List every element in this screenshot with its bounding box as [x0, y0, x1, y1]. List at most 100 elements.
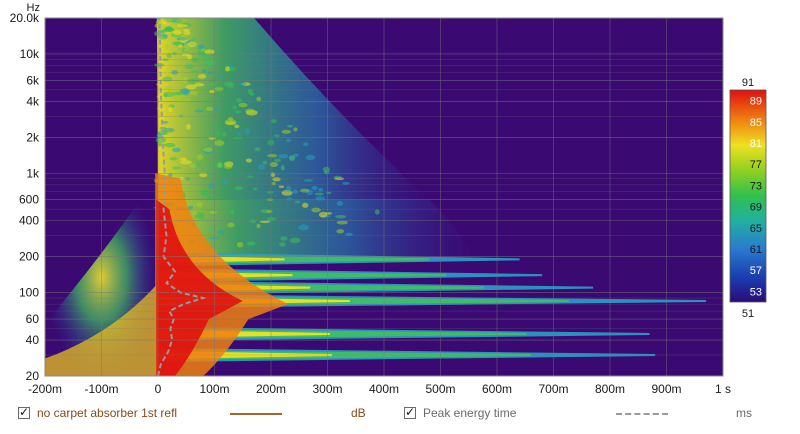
decay-speckle	[246, 241, 256, 246]
decay-speckle	[273, 158, 282, 163]
decay-speckle	[286, 138, 291, 143]
early-energy-red	[156, 199, 243, 376]
x-tick-label: 400m	[369, 382, 399, 396]
decay-speckle	[266, 209, 273, 213]
x-tick-label: 300m	[312, 382, 342, 396]
y-tick-label: 200	[19, 250, 39, 264]
decay-speckle	[172, 30, 182, 36]
decay-speckle	[176, 37, 188, 41]
decay-speckle	[267, 216, 277, 222]
decay-speckle	[208, 62, 213, 67]
x-tick-label: -100m	[84, 382, 118, 396]
y-tick-label: 20	[26, 369, 40, 383]
decay-speckle	[161, 120, 169, 124]
high-frequency-decay	[156, 18, 430, 200]
series-1-checkbox[interactable]	[18, 405, 30, 419]
colorbar-gradient	[729, 89, 767, 303]
decay-speckle	[189, 90, 198, 96]
decay-speckle	[154, 63, 165, 67]
decay-speckle	[163, 91, 175, 97]
series-2-label: Peak energy time	[423, 406, 517, 420]
decay-speckle	[229, 209, 235, 214]
decay-speckle	[164, 27, 175, 32]
colorbar-min-label: 51	[742, 308, 754, 320]
decay-speckle	[206, 195, 214, 200]
decay-speckle	[326, 191, 332, 195]
decay-speckle	[227, 222, 235, 228]
x-tick-label: 200m	[256, 382, 286, 396]
y-tick-label: 4k	[26, 94, 40, 108]
decay-speckle	[208, 182, 215, 189]
decay-speckle	[262, 160, 268, 165]
decay-speckle	[289, 237, 301, 244]
decay-speckle	[247, 175, 254, 179]
decay-speckle	[267, 154, 278, 158]
decay-speckle	[278, 185, 284, 189]
decay-speckle	[155, 137, 167, 144]
decay-speckle	[236, 241, 244, 248]
decay-speckle	[294, 200, 301, 204]
colorbar-tick-label: 89	[750, 96, 762, 108]
y-tick-label: 100	[19, 286, 39, 300]
decay-speckle	[233, 110, 242, 114]
decay-speckle	[201, 69, 207, 73]
decay-speckle	[176, 24, 189, 28]
decay-speckle	[286, 124, 294, 128]
decay-speckle	[234, 186, 243, 190]
y-tick-label: 60	[26, 312, 40, 326]
decay-speckle	[217, 230, 226, 235]
decay-speckle	[186, 123, 191, 130]
decay-speckle	[207, 71, 213, 75]
decay-speckle	[224, 119, 237, 125]
decay-speckle	[183, 49, 193, 53]
decay-speckle	[289, 155, 296, 161]
decay-speckle	[271, 181, 276, 186]
y-tick-label: 6k	[26, 73, 40, 87]
decay-speckle	[250, 219, 257, 224]
y-tick-label: 40	[26, 333, 40, 347]
decay-speckle	[214, 87, 224, 91]
decay-speckle	[163, 142, 176, 148]
decay-speckle	[162, 58, 169, 61]
series-1-unit: dB	[351, 406, 366, 420]
decay-speckle	[272, 177, 281, 182]
colorbar-max-label: 91	[742, 77, 754, 89]
decay-speckle	[194, 109, 204, 113]
decay-speckle	[187, 41, 197, 48]
decay-speckle	[172, 166, 182, 170]
decay-speckle	[281, 129, 292, 134]
decay-speckle	[164, 86, 175, 91]
x-tick-label: 700m	[538, 382, 568, 396]
decay-speckle	[199, 172, 208, 178]
pre-arrival-core	[45, 283, 158, 376]
decay-speckle	[171, 41, 178, 46]
decay-speckle	[213, 162, 226, 168]
decay-speckle	[247, 88, 253, 94]
decay-speckle	[179, 88, 191, 94]
decay-speckle	[213, 107, 219, 112]
colorbar-tick-label: 69	[750, 202, 762, 214]
decay-speckle	[213, 131, 221, 137]
x-tick-label: 600m	[482, 382, 512, 396]
decay-speckle	[254, 147, 261, 152]
decay-speckle	[278, 242, 286, 247]
decay-speckle	[172, 99, 185, 103]
x-tick-label: 500m	[425, 382, 455, 396]
decay-speckle	[302, 142, 309, 147]
series-1-label: no carpet absorber 1st refl	[37, 406, 178, 420]
decay-speckle	[314, 192, 325, 196]
decay-speckle	[199, 53, 209, 58]
decay-speckle	[285, 185, 292, 192]
decay-speckle	[197, 74, 207, 79]
decay-speckle	[206, 106, 214, 111]
decay-speckle	[245, 108, 255, 114]
decay-speckle	[236, 98, 242, 104]
decay-speckle	[183, 30, 191, 36]
series-2-checkbox[interactable]	[404, 405, 416, 419]
decay-speckle	[280, 165, 285, 171]
decay-speckle	[203, 147, 213, 153]
decay-speckle	[286, 197, 292, 201]
decay-speckle	[158, 142, 163, 147]
decay-speckle	[172, 147, 181, 153]
